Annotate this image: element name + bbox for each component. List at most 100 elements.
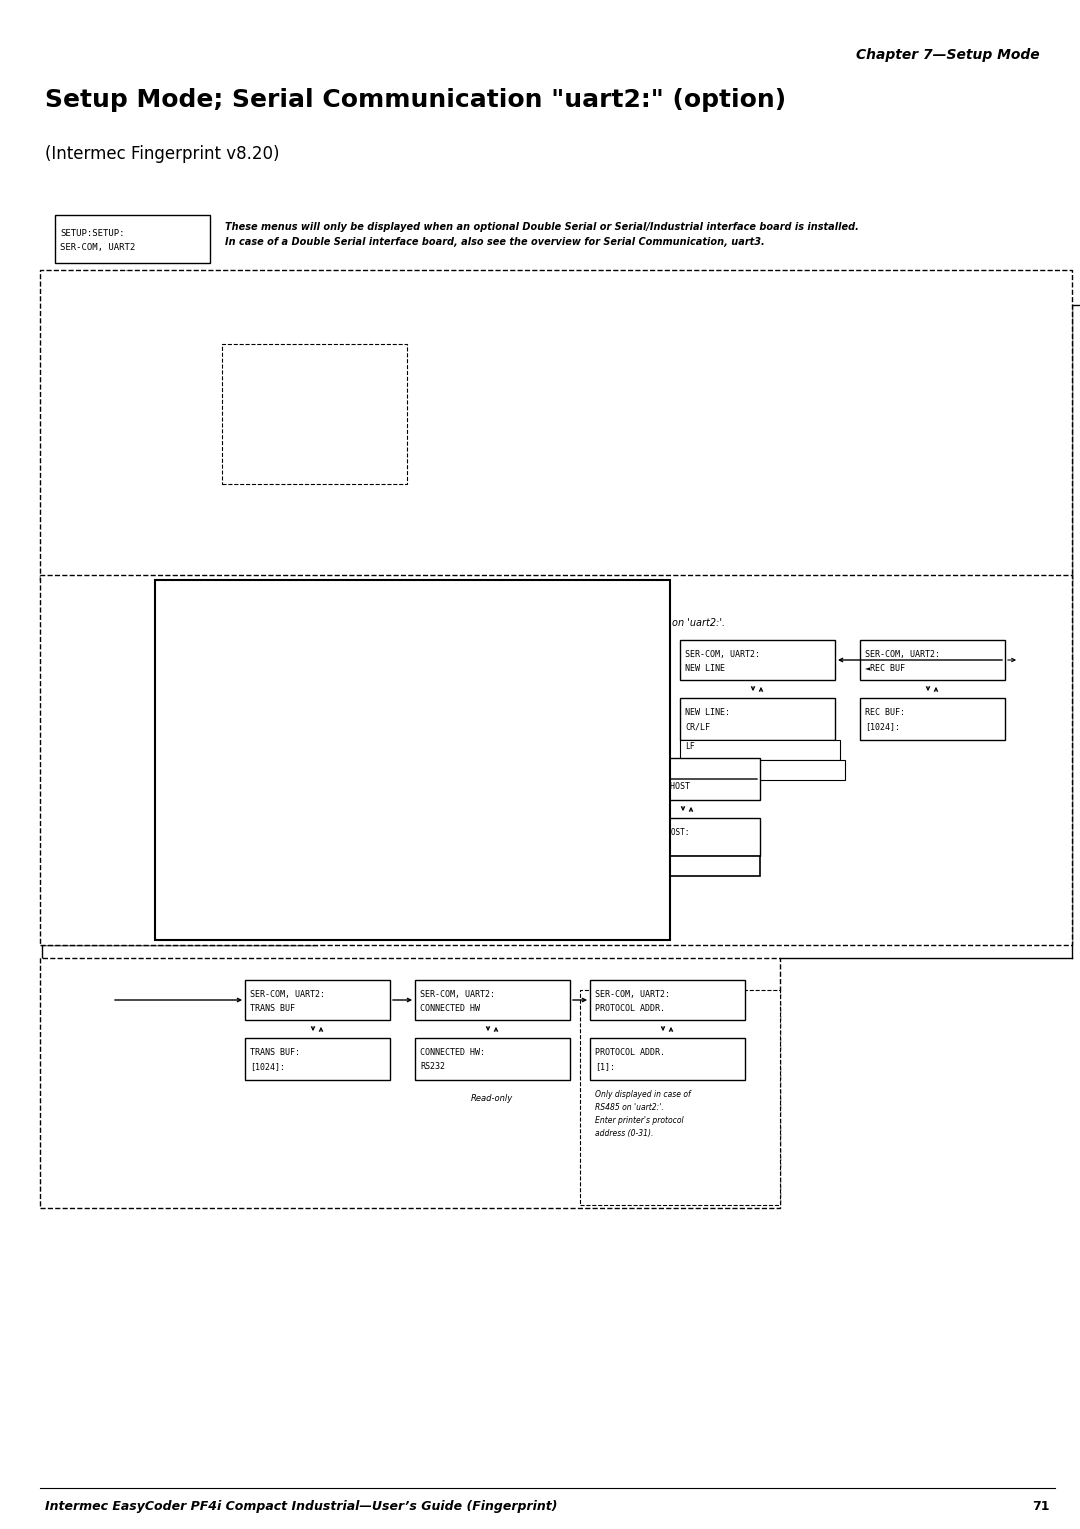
Text: REC BUF:: REC BUF: [865,708,905,717]
Text: Read-only: Read-only [471,1095,513,1102]
Text: 8: 8 [415,378,420,387]
Bar [590,404,720,424]
Text: SER-COM, UART2:: SER-COM, UART2: [249,989,325,998]
Text: 71: 71 [1032,1500,1050,1514]
Text: 2: 2 [770,408,774,417]
Text: CR/LF: CR/LF [685,722,710,731]
Text: FLOW CONTROL:: FLOW CONTROL: [945,364,1010,373]
Text: 600: 600 [60,508,75,517]
Bar [55,404,175,424]
Text: RS232: RS232 [420,1063,445,1070]
Bar [40,575,1072,945]
Bar [410,284,565,326]
Bar [55,505,210,524]
Bar [410,404,546,424]
Bar [940,284,1070,326]
Bar [590,980,745,1020]
Bar [40,959,780,1208]
Text: SER-COM, UART2:: SER-COM, UART2: [945,295,1020,304]
Text: BAUDRATE;: BAUDRATE; [60,364,105,373]
Bar [680,740,840,760]
Text: SER-COM, UART2:: SER-COM, UART2: [420,989,495,998]
Text: NEW LINE: NEW LINE [685,664,725,673]
Text: 4800: 4800 [60,567,80,576]
Bar [940,352,1070,404]
Text: 1: 1 [770,378,775,387]
Bar [765,352,895,404]
Text: RTS/CTS: RTS/CTS [945,378,980,387]
Text: CONNECTED HW: CONNECTED HW [420,1005,480,1014]
Text: Only displayed in case of: Only displayed in case of [595,1090,690,1099]
Bar [55,564,231,584]
Text: PROTOCOL ADDR.: PROTOCOL ADDR. [595,1005,665,1014]
Text: DISABLE: DISABLE [291,781,325,790]
Text: SER-COM, UART2:: SER-COM, UART2: [685,650,760,659]
Text: PROT ADDR:: PROT ADDR: [240,362,291,372]
Bar [410,352,540,404]
Text: ODD: ODD [595,428,609,437]
Bar [235,284,380,326]
Text: FLOWCONTROL: FLOWCONTROL [945,309,1000,318]
Text: ◄PROT ADDR: ◄PROT ADDR [240,309,291,318]
Bar [245,1038,390,1079]
Bar [765,284,920,326]
Text: RTS/CTS:: RTS/CTS: [945,428,985,437]
Text: (Intermec Fingerprint v8.20): (Intermec Fingerprint v8.20) [45,145,280,164]
Text: LF: LF [685,742,694,751]
Bar [680,699,835,740]
Text: 7: 7 [415,408,420,417]
Bar [55,443,189,463]
Bar [590,352,720,404]
Text: RS485 on 'uart2:'.: RS485 on 'uart2:'. [595,1102,664,1112]
Text: CHAR LENGTH: CHAR LENGTH [415,309,470,318]
Text: 38400: 38400 [60,428,84,437]
Text: SPACE: SPACE [595,468,619,477]
Bar [55,284,210,326]
Text: TRANS BUF:: TRANS BUF: [249,1047,300,1057]
Text: NONE: NONE [595,378,615,387]
Bar [590,1038,745,1079]
Bar [55,485,203,505]
Text: [1024]:: [1024]: [249,1063,285,1070]
Text: ◄REC BUF: ◄REC BUF [865,664,905,673]
Bar [285,758,430,800]
Text: STOP BITS:: STOP BITS: [770,364,820,373]
Text: DATA FROM HOST:: DATA FROM HOST: [620,829,689,836]
Bar [680,641,835,680]
Bar [860,699,1005,740]
Bar [590,424,725,443]
Text: ENABLE: ENABLE [241,390,271,399]
Text: 300: 300 [60,488,75,497]
Text: SETUP:SETUP:: SETUP:SETUP: [60,229,124,239]
Text: SER-COM, UART2:: SER-COM, UART2: [240,295,315,304]
Bar [40,271,1072,579]
Text: SER-COM, UART2: SER-COM, UART2 [60,243,135,252]
Bar [55,463,195,485]
Text: In case of a Double Serial interface board, also see the overview for Serial Com: In case of a Double Serial interface boa… [225,237,765,248]
Text: FLOW CONTROL:: FLOW CONTROL: [460,709,525,719]
Text: CHAR LENGTH: CHAR LENGTH [415,364,470,373]
Bar [235,352,380,404]
Bar [55,544,224,564]
Text: DATA TO HOST:: DATA TO HOST: [460,829,525,836]
Text: MARK: MARK [595,448,615,457]
Bar [222,344,407,485]
Bar [680,760,845,780]
Text: of RS485.: of RS485. [255,427,294,434]
Text: Menus inside this dotted box are not displayed in case of RS485 on 'uart2:'.: Menus inside this dotted box are not dis… [354,618,726,628]
Text: BAUDRATE: BAUDRATE [60,309,100,318]
Text: SER-COM, UART2:: SER-COM, UART2: [865,650,940,659]
Bar [940,422,1070,463]
Text: Chapter 7—Setup Mode: Chapter 7—Setup Mode [856,47,1040,63]
Text: PROTOCOL ADDR.: PROTOCOL ADDR. [595,1047,665,1057]
Bar [55,352,175,404]
Bar [55,424,183,443]
Text: TRANS BUF: TRANS BUF [249,1005,295,1014]
Text: Setup Mode; Serial Communication "uart2:" (option): Setup Mode; Serial Communication "uart2:… [45,89,786,112]
Bar [860,641,1005,680]
Text: DATA TO HOST: DATA TO HOST [460,781,519,790]
Bar [615,758,760,800]
Bar [245,980,390,1020]
Bar [615,856,760,876]
Text: XON/XOFF:: XON/XOFF: [460,768,505,777]
